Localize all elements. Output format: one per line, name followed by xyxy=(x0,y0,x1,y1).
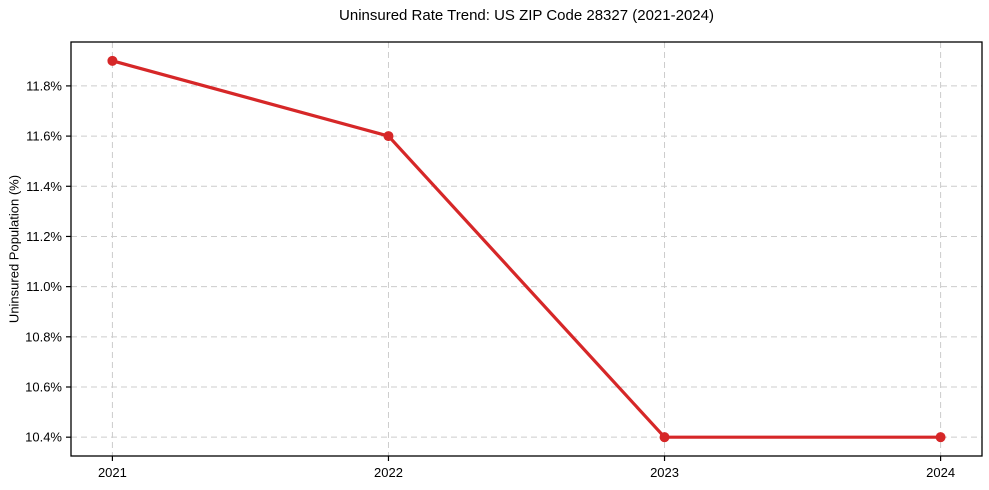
y-tick-label: 11.4% xyxy=(26,179,62,194)
x-tick-label: 2022 xyxy=(374,465,403,480)
plot-border xyxy=(70,41,983,457)
y-tick-label: 11.2% xyxy=(26,229,62,244)
x-tick-label: 2023 xyxy=(650,465,679,480)
data-point-2024 xyxy=(935,432,946,443)
data-point-2022 xyxy=(383,131,394,142)
data-point-2021 xyxy=(107,55,118,66)
data-point-2023 xyxy=(659,432,670,443)
y-tick-label: 11.6% xyxy=(26,129,62,144)
y-tick-label: 11.8% xyxy=(26,78,62,93)
y-tick-label: 10.8% xyxy=(25,329,62,344)
x-tick-label: 2024 xyxy=(926,465,955,480)
y-tick-label: 10.4% xyxy=(25,430,62,445)
chart-title: Uninsured Rate Trend: US ZIP Code 28327 … xyxy=(339,7,714,24)
x-tick-label: 2021 xyxy=(98,465,127,480)
y-tick-label: 11.0% xyxy=(26,279,62,294)
trend-line xyxy=(110,59,943,439)
y-tick-label: 10.6% xyxy=(25,380,62,395)
